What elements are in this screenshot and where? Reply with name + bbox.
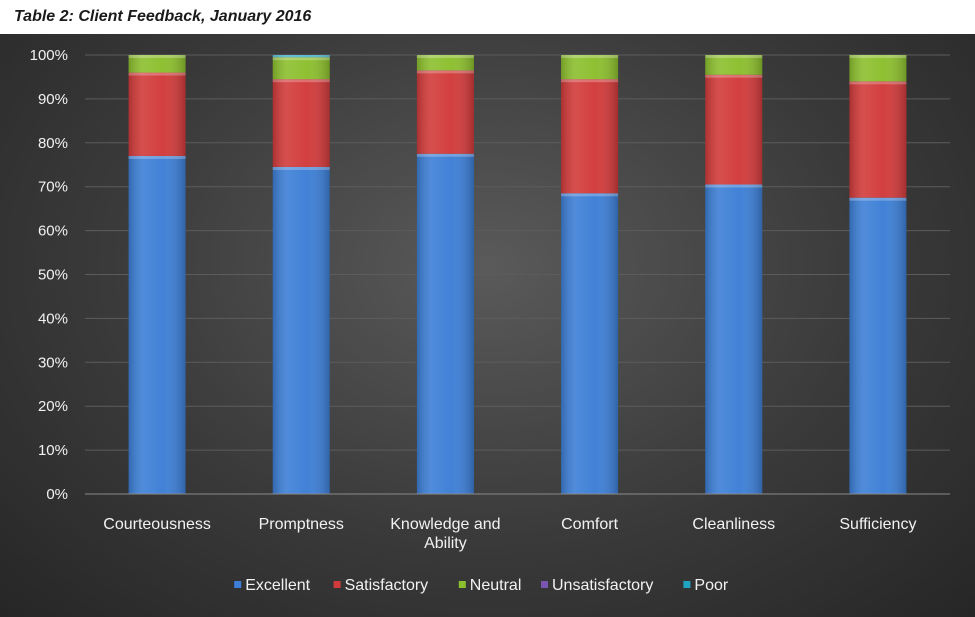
legend: Excellent Satisfactory Neutral Unsatisfacto…	[234, 577, 729, 594]
bar-stack	[416, 55, 474, 494]
legend-item-excellent: Excellent	[234, 577, 311, 594]
y-tick-label: 80%	[38, 135, 68, 152]
x-category-label: Cleanliness	[692, 516, 775, 533]
y-tick-label: 100%	[30, 47, 68, 64]
bar-segment-shade	[561, 79, 619, 194]
x-category-label: Comfort	[561, 516, 618, 533]
y-tick-label: 70%	[38, 179, 68, 196]
legend-item-poor: Poor	[683, 577, 729, 594]
stacked-bar-chart: 0% 10% 20% 30% 40% 50% 60% 70% 80% 90% 100% Courte…	[30, 47, 950, 594]
x-category-label: Knowledge and Ability	[390, 516, 500, 552]
legend-label: Excellent	[245, 577, 310, 594]
bars	[128, 55, 907, 495]
y-tick-label: 40%	[38, 310, 68, 327]
legend-label: Poor	[694, 577, 728, 594]
legend-item-neutral: Neutral	[458, 577, 522, 594]
bar-segment-highlight	[128, 72, 186, 76]
bar-segment-highlight	[416, 55, 474, 58]
x-category-label: Promptness	[259, 516, 344, 533]
bar-segment-shade	[272, 79, 330, 167]
y-axis-ticks: 0% 10% 20% 30% 40% 50% 60% 70% 80% 90% 100%	[30, 47, 68, 503]
x-axis-categories: Courteousness Promptness Knowledge and Abil…	[103, 516, 916, 552]
y-tick-label: 90%	[38, 91, 68, 108]
bar-stack	[705, 55, 763, 494]
bar-segment-shade	[561, 193, 619, 494]
x-category-label: Sufficiency	[839, 516, 916, 533]
bar-segment-highlight	[849, 197, 907, 201]
bar-segment-shade	[705, 55, 763, 75]
bar-segment-shade	[849, 55, 907, 82]
legend-swatch	[333, 581, 341, 588]
y-tick-label: 50%	[38, 267, 68, 284]
bar-segment-shade	[272, 55, 330, 58]
bar-segment-highlight	[272, 55, 330, 58]
bar-stack	[849, 55, 907, 495]
bar-segment-highlight	[272, 166, 330, 170]
chart-caption: Table 2: Client Feedback, January 2016	[14, 8, 312, 25]
bar-segment-highlight	[416, 153, 474, 157]
bar-segment-highlight	[705, 74, 763, 78]
bar-segment-highlight	[128, 55, 186, 58]
bar-segment-shade	[128, 155, 186, 494]
legend-item-satisfactory: Satisfactory	[333, 577, 429, 594]
legend-label: Neutral	[470, 577, 522, 594]
bar-segment-shade	[128, 55, 186, 73]
legend-swatch	[683, 581, 691, 588]
gridlines	[85, 54, 950, 451]
bar-segment-shade	[272, 166, 330, 494]
bar-segment-highlight	[849, 55, 907, 58]
bar-segment-highlight	[561, 55, 619, 58]
legend-label: Satisfactory	[345, 577, 429, 594]
bar-segment-shade	[849, 197, 907, 495]
bar-segment-highlight	[705, 55, 763, 58]
x-category-label: Courteousness	[103, 516, 211, 533]
legend-swatch	[234, 581, 242, 588]
bar-segment-highlight	[416, 70, 474, 74]
y-tick-label: 10%	[38, 442, 68, 459]
bar-stack	[561, 55, 619, 494]
y-tick-label: 20%	[38, 398, 68, 415]
y-tick-label: 30%	[38, 354, 68, 371]
bar-stack	[128, 55, 186, 494]
bar-segment-highlight	[561, 79, 619, 83]
legend-label: Unsatisfactory	[552, 577, 653, 594]
bar-segment-shade	[416, 153, 474, 494]
legend-swatch	[541, 581, 548, 588]
legend-swatch	[458, 581, 466, 588]
y-tick-label: 0%	[46, 486, 68, 503]
bar-segment-shade	[272, 57, 330, 80]
legend-item-unsatisfactory: Unsatisfactory	[541, 577, 653, 594]
y-tick-label: 60%	[38, 223, 68, 240]
bar-segment-highlight	[705, 184, 763, 188]
bar-segment-shade	[705, 74, 763, 185]
bar-segment-shade	[705, 184, 763, 494]
bar-segment-shade	[128, 72, 186, 156]
bar-segment-shade	[849, 81, 907, 198]
chart-area: 0% 10% 20% 30% 40% 50% 60% 70% 80% 90% 100% Courte…	[0, 34, 975, 617]
bar-segment-shade	[416, 70, 474, 154]
bar-segment-highlight	[272, 57, 330, 61]
bar-segment-shade	[561, 55, 619, 80]
bar-segment-highlight	[561, 193, 619, 197]
bar-segment-highlight	[272, 79, 330, 83]
bar-segment-highlight	[849, 81, 907, 85]
bar-segment-highlight	[128, 155, 186, 159]
bar-stack	[272, 55, 330, 494]
bar-segment-shade	[416, 55, 474, 71]
